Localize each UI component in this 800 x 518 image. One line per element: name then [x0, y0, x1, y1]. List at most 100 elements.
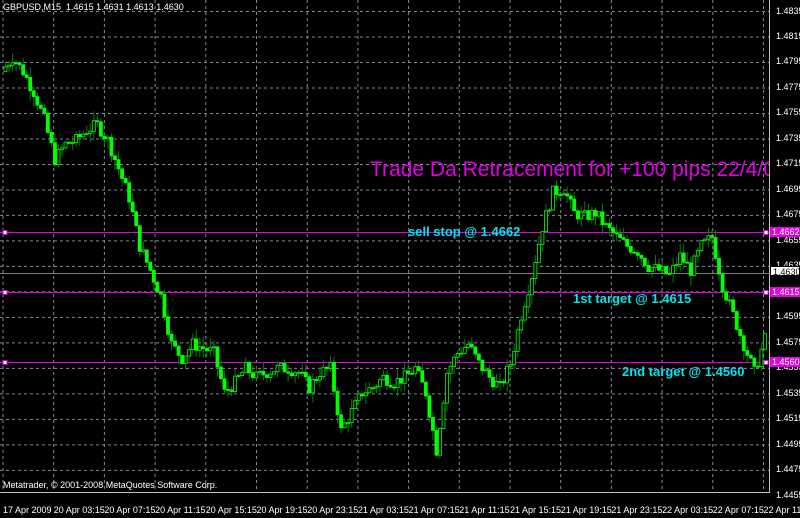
candle-body — [512, 350, 517, 365]
candle-body — [7, 64, 11, 68]
level-handle — [2, 290, 8, 295]
time-tick-label: 21 Apr 03:15 — [357, 505, 409, 515]
candle-body — [452, 356, 457, 367]
ohlc-low: 1.4613 — [126, 2, 154, 12]
candle-body — [289, 372, 294, 377]
candle-body — [734, 311, 739, 330]
candle-body — [536, 243, 541, 263]
candle-body — [378, 379, 382, 387]
candle-body — [95, 120, 100, 123]
candle-body — [233, 375, 238, 392]
ohlc-close: 1.4630 — [156, 2, 184, 12]
time-axis-border — [0, 492, 770, 493]
time-tick-label: 21 Apr 11:15 — [459, 505, 510, 515]
candle-body — [197, 346, 202, 351]
candle-body — [466, 343, 471, 349]
time-tick-label: 21 Apr 23:15 — [611, 505, 663, 515]
candle-body — [540, 231, 545, 245]
candle-body — [162, 293, 167, 318]
candle-body — [738, 329, 743, 337]
candle-body — [144, 249, 149, 263]
candle-body — [49, 132, 54, 144]
candle-body — [724, 291, 729, 301]
candle-body — [621, 237, 626, 240]
candle-body — [335, 390, 340, 416]
candle-body — [169, 333, 174, 342]
candle-body — [402, 370, 407, 384]
candle-body — [660, 266, 665, 271]
price-tick-label: 1.4555 — [776, 362, 800, 373]
candle-body — [367, 387, 372, 394]
candle-body — [17, 62, 22, 66]
candle-body — [741, 335, 746, 351]
time-tick-label: 20 Apr 03:15 — [53, 505, 105, 515]
candle-body — [91, 120, 96, 132]
candle-body — [74, 134, 79, 144]
candle-body — [24, 74, 29, 78]
candle-body — [423, 381, 428, 397]
level-handle — [763, 230, 769, 235]
price-tag-target2: 1.4560 — [770, 357, 800, 367]
candle-body — [240, 372, 245, 376]
candle-body — [413, 366, 418, 375]
candle-body — [134, 211, 139, 227]
candle-body — [88, 130, 93, 134]
candle-body — [688, 262, 693, 276]
candle-body — [148, 261, 153, 271]
candle-body — [98, 121, 103, 137]
candle-body — [759, 348, 764, 368]
candle-body — [529, 278, 534, 296]
price-tick-label: 1.4475 — [776, 464, 800, 475]
candle-body — [657, 264, 661, 271]
candle-body — [653, 264, 658, 268]
candle-body — [353, 400, 358, 409]
candle-body — [476, 353, 481, 361]
candle-body — [409, 373, 414, 375]
candle-body — [307, 376, 312, 394]
candle-body — [692, 255, 697, 276]
candle-body — [250, 372, 255, 379]
candle-body — [551, 185, 555, 211]
candle-body — [695, 250, 700, 257]
candle-body — [756, 365, 760, 368]
candle-body — [441, 402, 446, 429]
candle-body — [487, 369, 492, 378]
candle-body — [190, 338, 195, 350]
candle-body — [710, 235, 714, 238]
candle-body — [286, 371, 290, 374]
candle-body — [554, 185, 559, 196]
level-handle — [2, 230, 8, 235]
chart-canvas — [0, 0, 769, 492]
candle-body — [201, 346, 206, 349]
candle-body — [763, 333, 767, 350]
candle-body — [226, 388, 230, 391]
price-tick-label: 1.4655 — [776, 234, 800, 245]
price-tick-label: 1.4755 — [776, 107, 800, 118]
level-handle — [763, 360, 769, 365]
candle-body — [321, 366, 326, 377]
plot-area[interactable]: GBPUSD,M15 1.4615 1.4631 1.4613 1.4630 T… — [0, 0, 769, 492]
price-tick-label: 1.4695 — [776, 183, 800, 194]
candle-body — [360, 393, 365, 397]
candle-body — [448, 365, 453, 374]
candle-body — [713, 237, 718, 259]
time-tick-label: 20 Apr 23:15 — [307, 505, 359, 515]
price-tick-label: 1.4495 — [776, 438, 800, 449]
candle-body — [208, 347, 213, 352]
candle-body — [547, 209, 552, 212]
candle-body — [703, 238, 707, 242]
candle-body — [628, 246, 633, 253]
price-tick-label: 1.4635 — [776, 260, 800, 270]
candle-body — [565, 193, 570, 197]
candle-body — [445, 372, 449, 404]
candle-body — [611, 227, 615, 234]
candle-body — [180, 354, 185, 364]
annotation-target2: 2nd target @ 1.4560 — [622, 364, 745, 379]
candle-body — [558, 194, 562, 197]
candle-body — [632, 251, 637, 254]
candle-body — [349, 408, 354, 424]
candle-body — [484, 369, 488, 372]
candle-body — [81, 133, 86, 138]
candle-body — [166, 316, 170, 335]
